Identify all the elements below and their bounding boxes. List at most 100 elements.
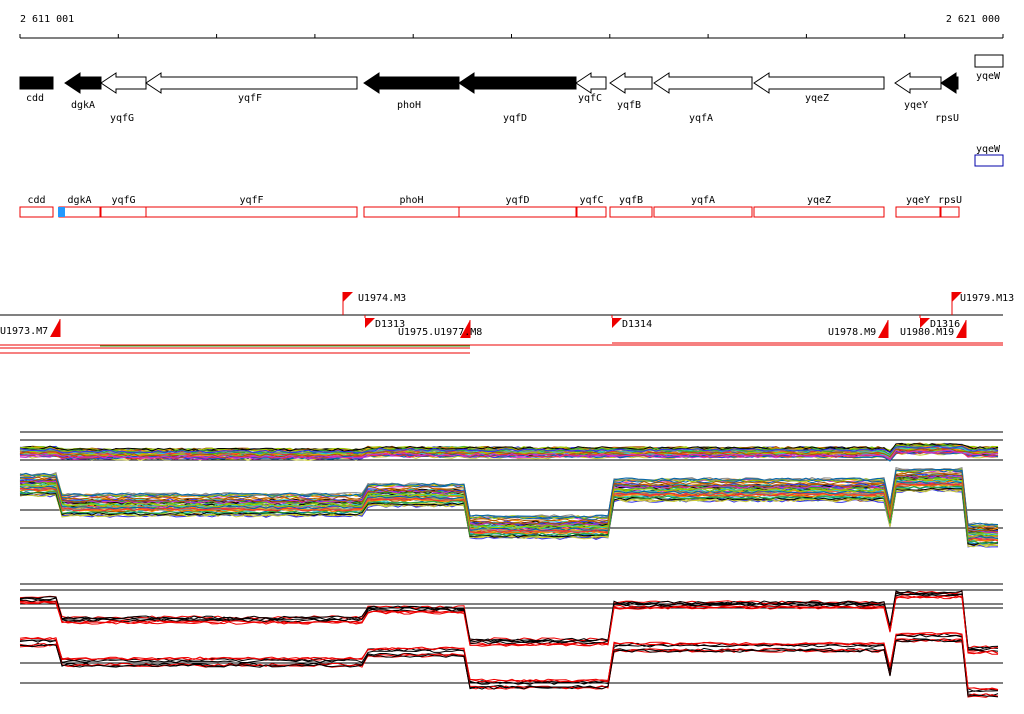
gene-label: rpsU <box>935 113 959 124</box>
feature-label: yqfF <box>239 195 263 206</box>
unit-label: U1978.M9 <box>828 327 876 338</box>
gene-label: yqfA <box>689 113 713 124</box>
unit-flag <box>920 318 930 328</box>
feature-box <box>753 206 885 218</box>
gene-label: yqfC <box>578 93 602 104</box>
expression-curve <box>19 471 999 530</box>
gene-arrow <box>940 72 959 94</box>
gene-label: yqeZ <box>805 93 829 104</box>
expression-curve <box>19 478 999 537</box>
unit-label: U1973.M7 <box>0 326 48 337</box>
unit-label: U1979.M13 <box>960 293 1014 304</box>
expression-curve <box>19 590 999 650</box>
gene-label: yqeW <box>976 71 1001 82</box>
unit-label: U1974.M3 <box>358 293 406 304</box>
unit-label: U1975.U1977.M8 <box>398 327 482 338</box>
expression-curve <box>20 639 999 698</box>
feature-label: yqfC <box>579 195 603 206</box>
expression-curve <box>19 590 999 649</box>
feature-label: yqfG <box>111 195 135 206</box>
expression-curve <box>20 593 999 653</box>
feature-label: cdd <box>27 195 45 206</box>
expression-curve <box>19 632 999 692</box>
gene-arrow <box>363 72 460 94</box>
expression-curve <box>19 445 999 454</box>
gene-arrow <box>753 72 885 94</box>
feature-label: yqfB <box>619 195 643 206</box>
gene-arrow <box>100 72 147 94</box>
feature-label: yqeY <box>906 195 930 206</box>
gene-arrow <box>609 72 653 94</box>
feature-box <box>974 154 1004 167</box>
unit-flag <box>50 319 60 337</box>
feature-box <box>576 206 607 218</box>
gene-label: yqfD <box>503 113 527 124</box>
gene-arrow <box>145 72 358 94</box>
expression-curve <box>19 449 999 460</box>
feature-label: phoH <box>399 195 423 206</box>
feature-box <box>653 206 753 218</box>
gene-arrow <box>458 72 577 94</box>
expression-curve <box>19 485 999 545</box>
axis-start: 2 611 001 <box>20 14 74 25</box>
gene <box>974 54 1004 68</box>
expression-track <box>19 431 1003 698</box>
expression-curve <box>19 632 999 691</box>
expression-curve <box>19 483 999 543</box>
expression-curve <box>19 478 998 535</box>
axis-end: 2 621 000 <box>946 14 1000 25</box>
gene-label: dgkA <box>71 100 95 111</box>
feature-label: dgkA <box>67 195 91 206</box>
gene-label: yqfG <box>110 113 134 124</box>
feature-box <box>363 206 460 218</box>
unit-label: D1313 <box>375 319 405 330</box>
expression-curve <box>19 445 999 455</box>
gene-label: yqeY <box>904 100 928 111</box>
feature-label: yqeW <box>976 144 1001 155</box>
unit-flag <box>612 318 622 328</box>
expression-curve <box>19 634 999 693</box>
feature-box <box>609 206 653 218</box>
unit-flag <box>365 318 375 328</box>
feature-box <box>895 206 941 218</box>
gene-label: yqfF <box>238 93 262 104</box>
feature-box <box>940 206 960 218</box>
expression-curve <box>19 595 999 655</box>
feature-box <box>58 206 101 218</box>
gene-label: cdd <box>26 93 44 104</box>
unit-label: U1980.M19 <box>900 327 954 338</box>
gene-label: yqfB <box>617 100 641 111</box>
expression-curve <box>19 473 999 533</box>
unit-flag <box>952 292 962 302</box>
feature-box <box>458 206 577 218</box>
unit-flag <box>956 320 966 338</box>
unit-flag <box>343 292 353 302</box>
gene-arrow <box>894 72 942 94</box>
feature-label: yqeZ <box>807 195 831 206</box>
expression-curve <box>19 482 999 542</box>
unit-label: D1314 <box>622 319 652 330</box>
unit-label: D1316 <box>930 319 960 330</box>
expression-curve <box>19 488 999 548</box>
unit-flag <box>878 320 888 338</box>
feature-label: yqfD <box>505 195 529 206</box>
feature-box <box>19 206 54 218</box>
unit-flag <box>460 320 470 338</box>
feature-mark <box>58 207 65 217</box>
expression-curve <box>19 468 999 526</box>
feature-label: yqfA <box>691 195 715 206</box>
gene-arrow <box>653 72 753 94</box>
gene-track: cdd dgkA yqfG yqfF phoH yqfD yqfC yqfB yqfA yqeZ y… <box>19 54 1004 124</box>
gene <box>19 76 54 90</box>
feature-box <box>145 206 358 218</box>
axis-ticks <box>19 34 1004 38</box>
gene-label: phoH <box>397 100 421 111</box>
gene-arrow <box>64 72 102 94</box>
feature-label: rpsU <box>938 195 962 206</box>
expression-curve <box>19 442 999 453</box>
gene-arrow <box>575 72 607 94</box>
feature-track: cdd dgkA yqfG yqfF phoH yqfD yqfC yqfB yqfA yqeZ y… <box>19 144 1004 218</box>
feature-box <box>100 206 147 218</box>
